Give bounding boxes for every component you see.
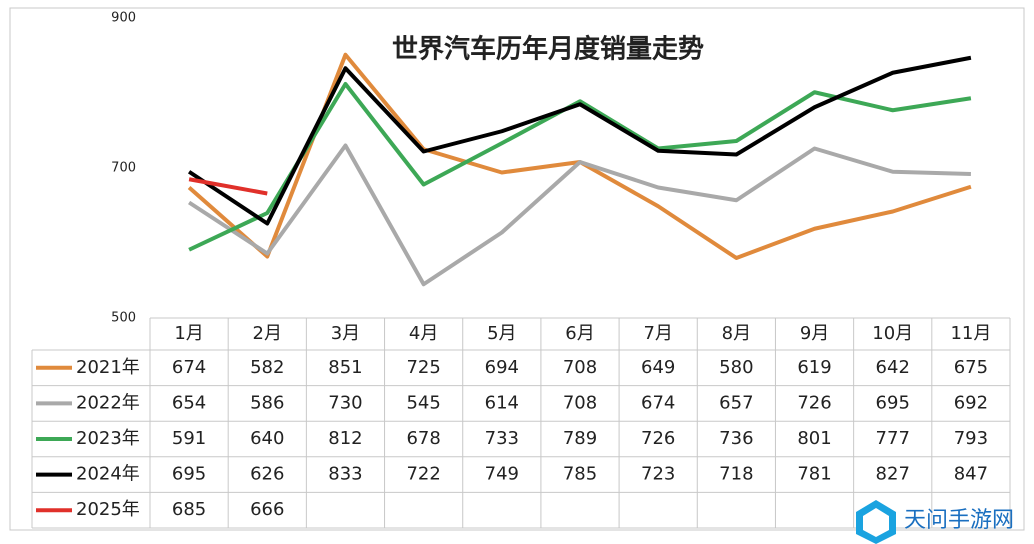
table-value: 545: [406, 392, 440, 413]
table-value: 718: [719, 464, 753, 485]
table-value: 812: [328, 428, 362, 449]
table-value: 591: [172, 428, 206, 449]
x-tick-label: 8月: [722, 323, 751, 344]
table-value: 674: [172, 357, 206, 378]
x-tick-label: 4月: [409, 323, 438, 344]
table-value: 733: [485, 428, 519, 449]
watermark: 天问手游网: [904, 508, 1014, 533]
series-line: [187, 55, 972, 226]
table-value: 640: [250, 428, 284, 449]
legend-label: 2025年: [76, 499, 140, 520]
table-value: 678: [406, 428, 440, 449]
table-value: 626: [250, 464, 284, 485]
table-value: 675: [954, 357, 988, 378]
y-tick-label: 700: [111, 161, 136, 176]
legend-label: 2022年: [76, 392, 140, 413]
table-value: 785: [563, 464, 597, 485]
table-value: 781: [797, 464, 831, 485]
legend-label: 2024年: [76, 464, 140, 485]
table-value: 674: [641, 392, 675, 413]
y-tick-label: 500: [111, 311, 136, 326]
table-value: 801: [797, 428, 831, 449]
x-tick-label: 5月: [487, 323, 516, 344]
table-value: 726: [797, 392, 831, 413]
table-value: 654: [172, 392, 206, 413]
x-tick-label: 2月: [253, 323, 282, 344]
table-value: 723: [641, 464, 675, 485]
table-value: 614: [485, 392, 519, 413]
series-line: [187, 143, 971, 287]
x-tick-label: 11月: [950, 323, 991, 344]
table-value: 580: [719, 357, 753, 378]
watermark-logo: [856, 500, 896, 544]
table-value: 694: [485, 357, 519, 378]
x-tick-label: 6月: [565, 323, 594, 344]
table-value: 725: [406, 357, 440, 378]
series-line: [188, 177, 268, 196]
table-value: 582: [250, 357, 284, 378]
x-tick-label: 7月: [643, 323, 672, 344]
series-line: [188, 82, 972, 252]
table-value: 642: [876, 357, 910, 378]
table-value: 730: [328, 392, 362, 413]
table-value: 726: [641, 428, 675, 449]
x-tick-label: 9月: [800, 323, 829, 344]
y-tick-label: 900: [111, 11, 136, 26]
table-value: 685: [172, 499, 206, 520]
table-value: 695: [876, 392, 910, 413]
table-value: 586: [250, 392, 284, 413]
table-value: 695: [172, 464, 206, 485]
table-value: 789: [563, 428, 597, 449]
legend-label: 2023年: [76, 428, 140, 449]
table-value: 722: [406, 464, 440, 485]
legend-label: 2021年: [76, 357, 140, 378]
table-value: 793: [954, 428, 988, 449]
table-value: 827: [876, 464, 910, 485]
table-value: 649: [641, 357, 675, 378]
table-value: 619: [797, 357, 831, 378]
table-value: 749: [485, 464, 519, 485]
table-value: 833: [328, 464, 362, 485]
table-value: 851: [328, 357, 362, 378]
table-value: 708: [563, 357, 597, 378]
table-value: 847: [954, 464, 988, 485]
x-tick-label: 1月: [174, 323, 203, 344]
frame: [9, 7, 1025, 531]
x-tick-label: 3月: [331, 323, 360, 344]
table-value: 692: [954, 392, 988, 413]
table-value: 666: [250, 499, 284, 520]
table-value: 736: [719, 428, 753, 449]
chart-title: 世界汽车历年月度销量走势: [392, 34, 704, 65]
table-value: 777: [876, 428, 910, 449]
table-value: 657: [719, 392, 753, 413]
table-value: 708: [563, 392, 597, 413]
x-tick-label: 10月: [872, 323, 913, 344]
